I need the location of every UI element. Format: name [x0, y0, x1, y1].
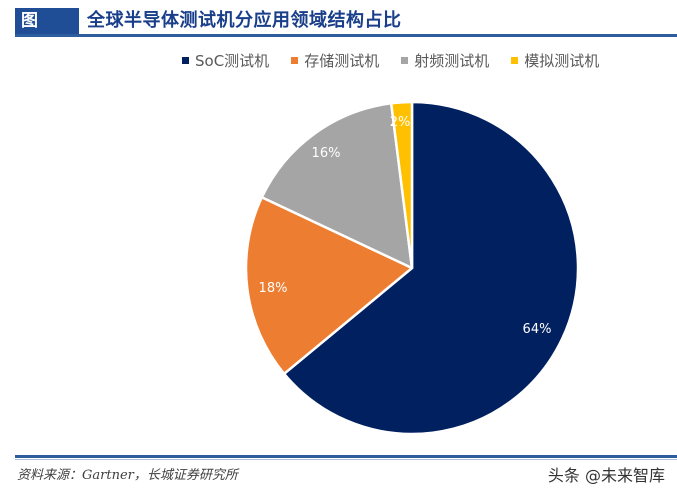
- data-label-analog: 2%: [390, 115, 411, 130]
- legend-label-rf: 射频测试机: [414, 52, 490, 70]
- pie-slice-analog: [389, 100, 414, 270]
- data-label-memory: 18%: [259, 281, 288, 296]
- chart-title: 全球半导体测试机分应用领域结构占比: [87, 10, 402, 31]
- watermark: 头条 @未来智库: [547, 466, 665, 485]
- figure-number: 图 19:: [15, 8, 79, 57]
- legend-swatch-analog: [511, 57, 519, 64]
- footer-divider: [15, 455, 677, 458]
- pie-slice-soc: [282, 100, 580, 436]
- legend-label-soc: SoC测试机: [195, 52, 270, 70]
- legend-swatch-memory: [291, 57, 299, 64]
- source-note: 资料来源：Gartner，长城证券研究所: [17, 468, 238, 483]
- legend-item-rf: 射频测试机: [401, 50, 489, 71]
- legend-item-memory: 存储测试机: [291, 50, 379, 71]
- legend-label-memory: 存储测试机: [304, 52, 380, 70]
- title-divider: [15, 34, 677, 37]
- legend-swatch-soc: [182, 57, 189, 64]
- legend-label-analog: 模拟测试机: [524, 52, 600, 70]
- pie-slice-memory: [244, 196, 414, 376]
- data-label-rf: 16%: [312, 146, 341, 161]
- data-label-soc: 64%: [523, 322, 552, 337]
- footer-divider-thin: [15, 459, 677, 460]
- pie-slice-rf: [260, 102, 414, 270]
- legend-item-analog: 模拟测试机: [511, 50, 599, 71]
- legend-swatch-rf: [401, 57, 409, 64]
- figure-header: 图 19: 全球半导体测试机分应用领域结构占比: [15, 8, 402, 57]
- chart-legend: SoC测试机 存储测试机 射频测试机 模拟测试机: [182, 50, 599, 71]
- legend-item-soc: SoC测试机: [182, 50, 269, 71]
